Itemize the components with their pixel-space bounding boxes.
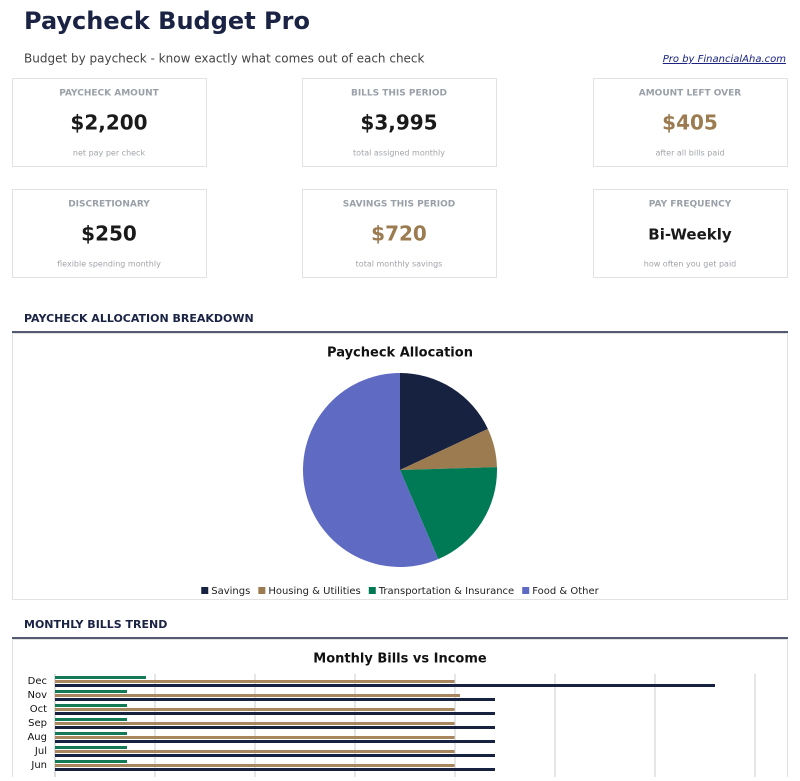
chart-title: Monthly Bills vs Income — [313, 652, 487, 667]
stat-card — [302, 78, 497, 167]
pro-link[interactable]: Pro by FinancialAha.com — [663, 54, 787, 65]
card-value: $250 — [81, 222, 137, 246]
section-title: PAYCHECK ALLOCATION BREAKDOWN — [24, 312, 254, 325]
bar — [55, 768, 495, 771]
y-tick-label: Jul — [34, 746, 47, 757]
card-note: after all bills paid — [655, 149, 724, 158]
pie-slice — [400, 428, 497, 470]
bar — [55, 750, 455, 753]
legend-swatch — [522, 587, 530, 594]
bar — [55, 726, 495, 729]
bar — [55, 708, 455, 711]
chart-title: Paycheck Allocation — [327, 346, 473, 361]
card-value: $3,995 — [360, 111, 437, 135]
bar — [55, 684, 715, 687]
card-label: BILLS THIS PERIOD — [351, 89, 447, 99]
card-note: flexible spending monthly — [57, 260, 161, 269]
legend-swatch — [368, 587, 376, 594]
page-title: Paycheck Budget Pro — [24, 7, 310, 35]
card-note: total monthly savings — [356, 260, 443, 269]
stat-card — [12, 189, 207, 278]
stat-card — [593, 78, 788, 167]
card-value: $720 — [371, 222, 427, 246]
bar — [55, 704, 127, 707]
section-title: MONTHLY BILLS TREND — [24, 618, 167, 631]
card-value: Bi-Weekly — [648, 226, 732, 244]
stat-card — [12, 78, 207, 167]
legend-swatch — [258, 587, 266, 594]
legend-swatch — [201, 587, 209, 594]
bar — [55, 712, 495, 715]
bar — [55, 694, 460, 697]
bar — [55, 698, 495, 701]
bar — [55, 690, 127, 693]
bar — [55, 760, 127, 763]
card-value: $405 — [662, 111, 718, 135]
legend-label: Savings — [211, 586, 250, 597]
card-note: how often you get paid — [644, 260, 737, 269]
y-tick-label: Sep — [28, 718, 47, 729]
card-label: PAYCHECK AMOUNT — [59, 89, 159, 99]
bar — [55, 732, 127, 735]
bar — [55, 736, 455, 739]
card-note: net pay per check — [73, 149, 146, 158]
card-label: DISCRETIONARY — [68, 200, 150, 210]
subtitle: Budget by paycheck - know exactly what c… — [24, 52, 425, 66]
bar — [55, 746, 127, 749]
bar — [55, 676, 146, 679]
y-tick-label: Oct — [30, 704, 47, 715]
stat-card — [302, 189, 497, 278]
card-label: PAY FREQUENCY — [649, 200, 732, 210]
bar — [55, 764, 455, 767]
y-tick-label: Jun — [30, 760, 47, 771]
stat-card — [593, 189, 788, 278]
pie-slice — [400, 373, 488, 470]
chart-panel — [12, 333, 788, 600]
card-label: SAVINGS THIS PERIOD — [343, 200, 455, 210]
bar — [55, 740, 495, 743]
bar — [55, 722, 455, 725]
bar — [55, 680, 455, 683]
card-label: AMOUNT LEFT OVER — [639, 89, 742, 99]
bar — [55, 718, 127, 721]
y-tick-label: Aug — [27, 732, 47, 743]
card-value: $2,200 — [70, 111, 147, 135]
y-tick-label: Dec — [28, 676, 47, 687]
pie-slice — [400, 467, 497, 560]
legend-label: Food & Other — [532, 586, 599, 597]
legend-label: Transportation & Insurance — [378, 586, 514, 597]
bar — [55, 754, 495, 757]
legend-label: Housing & Utilities — [268, 586, 360, 597]
chart-panel — [12, 639, 788, 781]
card-note: total assigned monthly — [353, 149, 445, 158]
y-tick-label: Nov — [27, 690, 47, 701]
pie-slice — [302, 373, 439, 567]
